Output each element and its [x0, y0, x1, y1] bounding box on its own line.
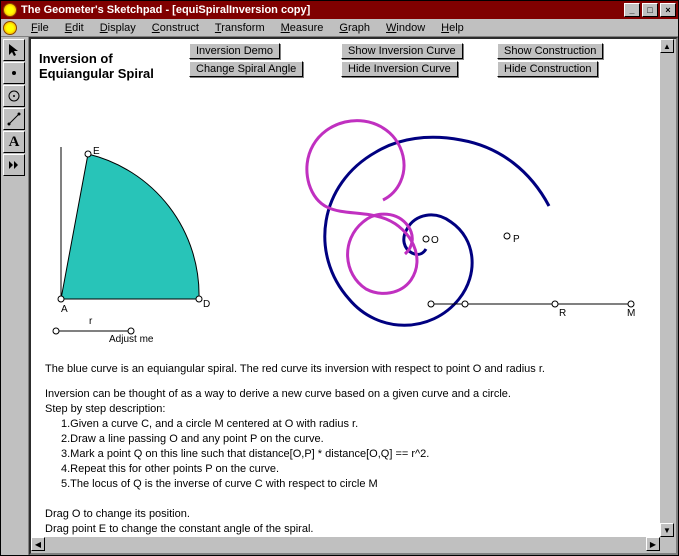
- menu-transform[interactable]: Transform: [207, 21, 273, 35]
- app-window: The Geometer's Sketchpad - [equiSpiralIn…: [0, 0, 679, 556]
- point-center[interactable]: [428, 301, 434, 307]
- minimize-button[interactable]: _: [624, 3, 640, 17]
- scroll-down-icon[interactable]: ▼: [660, 523, 674, 537]
- label-e: E: [93, 146, 100, 157]
- app-icon: [3, 3, 17, 17]
- hide-inversion-curve-button[interactable]: Hide Inversion Curve: [341, 61, 458, 77]
- point-tool[interactable]: [3, 62, 25, 84]
- label-p: P: [513, 234, 520, 245]
- arrow-tool[interactable]: [3, 39, 25, 61]
- description: The blue curve is an equiangular spiral.…: [45, 362, 545, 537]
- change-spiral-angle-button[interactable]: Change Spiral Angle: [189, 61, 303, 77]
- text-tool[interactable]: A: [3, 131, 25, 153]
- heading: Inversion of Equiangular Spiral: [39, 51, 154, 81]
- menu-logo-icon: [3, 21, 17, 35]
- show-construction-button[interactable]: Show Construction: [497, 43, 603, 59]
- script-tool[interactable]: [3, 154, 25, 176]
- point-o[interactable]: [423, 236, 429, 242]
- point-mid[interactable]: [462, 301, 468, 307]
- menu-display[interactable]: Display: [92, 21, 144, 35]
- scroll-right-icon[interactable]: ▶: [646, 537, 660, 551]
- desc-p3: Step by step description:: [45, 402, 545, 417]
- spiral-curve: [325, 137, 549, 325]
- heading-line2: Equiangular Spiral: [39, 66, 154, 81]
- menu-measure[interactable]: Measure: [273, 21, 332, 35]
- step-4: 4.Repeat this for other points P on the …: [61, 462, 545, 477]
- window-title: The Geometer's Sketchpad - [equiSpiralIn…: [21, 4, 624, 16]
- r-start[interactable]: [53, 328, 59, 334]
- heading-line1: Inversion of: [39, 51, 154, 66]
- step-5: 5.The locus of Q is the inverse of curve…: [61, 477, 545, 492]
- label-o: O: [431, 235, 439, 246]
- circle-tool[interactable]: [3, 85, 25, 107]
- point-m[interactable]: [628, 301, 634, 307]
- label-adjust: Adjust me: [109, 334, 154, 344]
- hscrollbar[interactable]: ◀ ▶: [31, 537, 660, 553]
- drag-2: Drag point E to change the constant angl…: [45, 522, 545, 537]
- menu-graph[interactable]: Graph: [331, 21, 378, 35]
- menu-edit[interactable]: Edit: [57, 21, 92, 35]
- window-buttons: _ □ ×: [624, 3, 676, 17]
- point-d[interactable]: [196, 296, 202, 302]
- menu-construct[interactable]: Construct: [144, 21, 207, 35]
- hide-construction-button[interactable]: Hide Construction: [497, 61, 598, 77]
- canvas[interactable]: Inversion of Equiangular Spiral Inversio…: [31, 39, 660, 537]
- desc-p1: The blue curve is an equiangular spiral.…: [45, 362, 545, 377]
- workarea: A Inversion of Equiangular Spiral Invers…: [1, 37, 678, 555]
- steps: 1.Given a curve C, and a circle M center…: [61, 417, 545, 492]
- point-e[interactable]: [85, 151, 91, 157]
- show-inversion-curve-button[interactable]: Show Inversion Curve: [341, 43, 463, 59]
- wedge-shape[interactable]: [61, 154, 199, 299]
- desc-p2: Inversion can be thought of as a way to …: [45, 387, 545, 402]
- label-d: D: [203, 299, 210, 310]
- line-tool[interactable]: [3, 108, 25, 130]
- menubar: File Edit Display Construct Transform Me…: [1, 19, 678, 37]
- step-1: 1.Given a curve C, and a circle M center…: [61, 417, 545, 432]
- scroll-corner: [660, 537, 676, 553]
- toolbar: A: [1, 37, 29, 555]
- label-a: A: [61, 304, 68, 315]
- point-a[interactable]: [58, 296, 64, 302]
- label-r2: R: [559, 308, 566, 319]
- step-2: 2.Draw a line passing O and any point P …: [61, 432, 545, 447]
- point-p[interactable]: [504, 233, 510, 239]
- inversion-demo-button[interactable]: Inversion Demo: [189, 43, 280, 59]
- titlebar: The Geometer's Sketchpad - [equiSpiralIn…: [1, 1, 678, 19]
- menu-window[interactable]: Window: [378, 21, 433, 35]
- menu-file[interactable]: File: [23, 21, 57, 35]
- close-button[interactable]: ×: [660, 3, 676, 17]
- point-r[interactable]: [552, 301, 558, 307]
- menu-help[interactable]: Help: [433, 21, 472, 35]
- diagram-svg: A D E r Adjust me O: [31, 94, 660, 344]
- maximize-button[interactable]: □: [642, 3, 658, 17]
- label-m: M: [627, 308, 635, 319]
- scroll-up-icon[interactable]: ▲: [660, 39, 674, 53]
- canvas-wrap: Inversion of Equiangular Spiral Inversio…: [29, 37, 678, 555]
- drag-1: Drag O to change its position.: [45, 507, 545, 522]
- scroll-left-icon[interactable]: ◀: [31, 537, 45, 551]
- label-r: r: [89, 316, 93, 327]
- step-3: 3.Mark a point Q on this line such that …: [61, 447, 545, 462]
- inversion-curve: [307, 121, 417, 294]
- vscrollbar[interactable]: ▲ ▼: [660, 39, 676, 537]
